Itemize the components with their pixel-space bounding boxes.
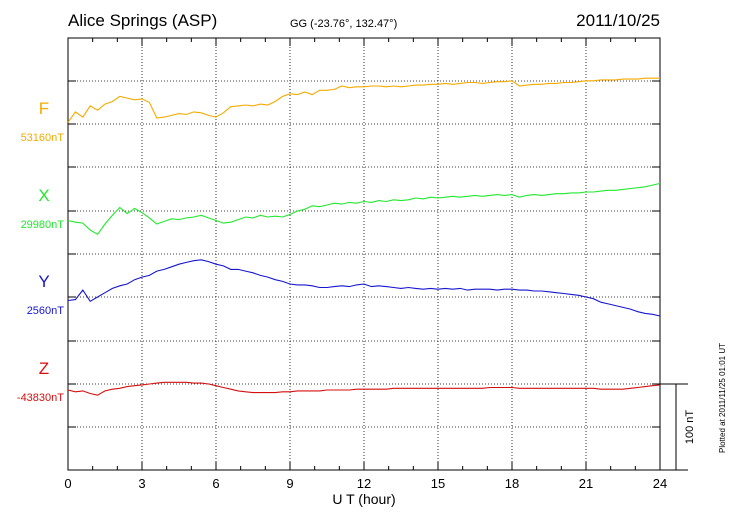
x-tick-label: 12 [357,476,371,491]
axis-ticks [67,38,661,470]
series-baseline-f: 53160nT [21,132,65,144]
series-name-z: Z [39,359,49,378]
series-name-y: Y [38,272,49,291]
plotted-timestamp: Plotted at 2011/11/25 01:01 UT [718,343,727,453]
series-line-f [67,77,660,123]
chart-date: 2011/10/25 [576,11,660,30]
x-axis-label: U T (hour) [332,491,395,507]
series-baseline-x: 29980nT [21,219,65,231]
station-title: Alice Springs (ASP) [68,11,217,30]
series-lines [67,77,661,396]
scale-bar [660,383,688,471]
series-name-f: F [39,99,49,118]
x-tick-label: 9 [286,476,293,491]
x-tick-label: 24 [653,476,667,491]
scale-bar-label: 100 nT [684,410,696,445]
series-line-z [67,381,661,396]
x-tick-label: 18 [505,476,519,491]
series-labels: F 53160nT X 29980nT Y 2560nT Z -43830nT [17,99,64,404]
series-name-x: X [38,186,49,205]
x-tick-label: 6 [212,476,219,491]
series-line-y [67,259,661,317]
x-tick-labels: 0 3 6 9 12 15 18 21 24 [64,476,667,491]
series-baseline-y: 2560nT [27,305,65,317]
x-tick-label: 15 [431,476,445,491]
series-baseline-z: -43830nT [17,392,64,404]
station-coords: GG (-23.76°, 132.47°) [290,18,397,30]
grid-lines [68,38,660,470]
x-tick-label: 3 [138,476,145,491]
x-tick-label: 21 [579,476,593,491]
x-tick-label: 0 [64,476,71,491]
series-line-x [67,182,661,236]
